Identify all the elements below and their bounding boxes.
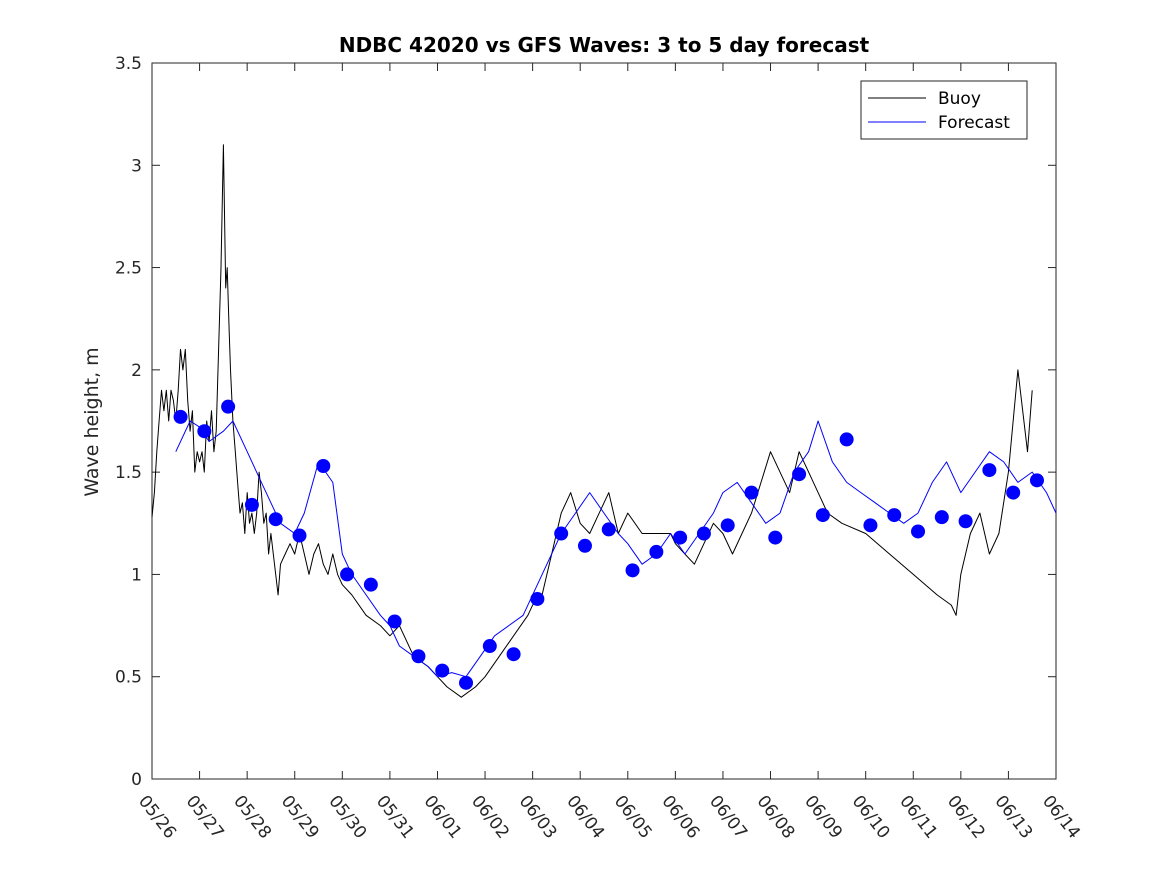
legend: Buoy Forecast bbox=[860, 80, 1028, 140]
forecast-point bbox=[221, 399, 236, 414]
forecast-point bbox=[601, 522, 616, 537]
forecast-point bbox=[1006, 485, 1021, 500]
forecast-point bbox=[411, 649, 426, 664]
forecast-point bbox=[316, 459, 331, 474]
legend-box bbox=[860, 80, 1028, 140]
chart-title: NDBC 42020 vs GFS Waves: 3 to 5 day fore… bbox=[339, 33, 870, 57]
series-line-buoy bbox=[151, 144, 1033, 698]
plot-area: 00.511.522.533.5 05/26 05/27 05/28 05/29 05/… bbox=[115, 54, 1084, 843]
forecast-point bbox=[1029, 473, 1044, 488]
forecast-point bbox=[530, 591, 545, 606]
forecast-point bbox=[268, 512, 283, 527]
y-tick-label: 2.5 bbox=[115, 259, 142, 279]
legend-label-buoy: Buoy bbox=[938, 89, 981, 109]
forecast-point bbox=[197, 424, 212, 439]
y-tick-label: 1 bbox=[131, 565, 142, 585]
forecast-point bbox=[482, 639, 497, 654]
forecast-point bbox=[911, 524, 926, 539]
legend-label-forecast: Forecast bbox=[938, 113, 1010, 133]
y-axis: 0 0.5 1 1.5 2 2.5 3 3.5 bbox=[115, 54, 1056, 790]
y-tick-label: 0 bbox=[131, 770, 142, 790]
series-line-forecast bbox=[175, 420, 1057, 678]
forecast-point bbox=[934, 510, 949, 525]
forecast-point bbox=[863, 518, 878, 533]
forecast-point bbox=[340, 567, 355, 582]
forecast-point bbox=[744, 485, 759, 500]
forecast-point bbox=[792, 467, 807, 482]
y-tick-label: 3 bbox=[131, 156, 142, 176]
forecast-point bbox=[887, 508, 902, 523]
forecast-point bbox=[506, 647, 521, 662]
forecast-point bbox=[244, 497, 259, 512]
forecast-point bbox=[982, 463, 997, 478]
forecast-point bbox=[649, 544, 664, 559]
forecast-point bbox=[720, 518, 735, 533]
series-group bbox=[151, 144, 1057, 698]
forecast-point bbox=[173, 409, 188, 424]
forecast-point bbox=[387, 614, 402, 629]
forecast-point bbox=[673, 530, 688, 545]
forecast-point bbox=[363, 577, 378, 592]
y-tick-label: 1.5 bbox=[115, 463, 142, 483]
forecast-point bbox=[815, 508, 830, 523]
forecast-point bbox=[958, 514, 973, 529]
forecast-point bbox=[577, 538, 592, 553]
forecast-point bbox=[459, 675, 474, 690]
forecast-points bbox=[173, 399, 1044, 690]
forecast-point bbox=[292, 528, 307, 543]
forecast-point bbox=[625, 563, 640, 578]
forecast-point bbox=[435, 663, 450, 678]
forecast-point bbox=[839, 432, 854, 447]
y-axis-label: Wave height, m bbox=[81, 347, 103, 496]
forecast-point bbox=[554, 526, 569, 541]
forecast-point bbox=[696, 526, 711, 541]
plot-frame bbox=[151, 62, 1057, 780]
y-tick-label: 2 bbox=[131, 361, 142, 381]
forecast-point bbox=[768, 530, 783, 545]
y-tick-label: 0.5 bbox=[115, 668, 142, 688]
y-tick-label: 3.5 bbox=[115, 54, 142, 74]
